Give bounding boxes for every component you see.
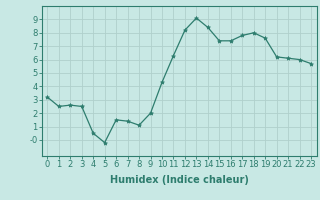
X-axis label: Humidex (Indice chaleur): Humidex (Indice chaleur) [110,175,249,185]
